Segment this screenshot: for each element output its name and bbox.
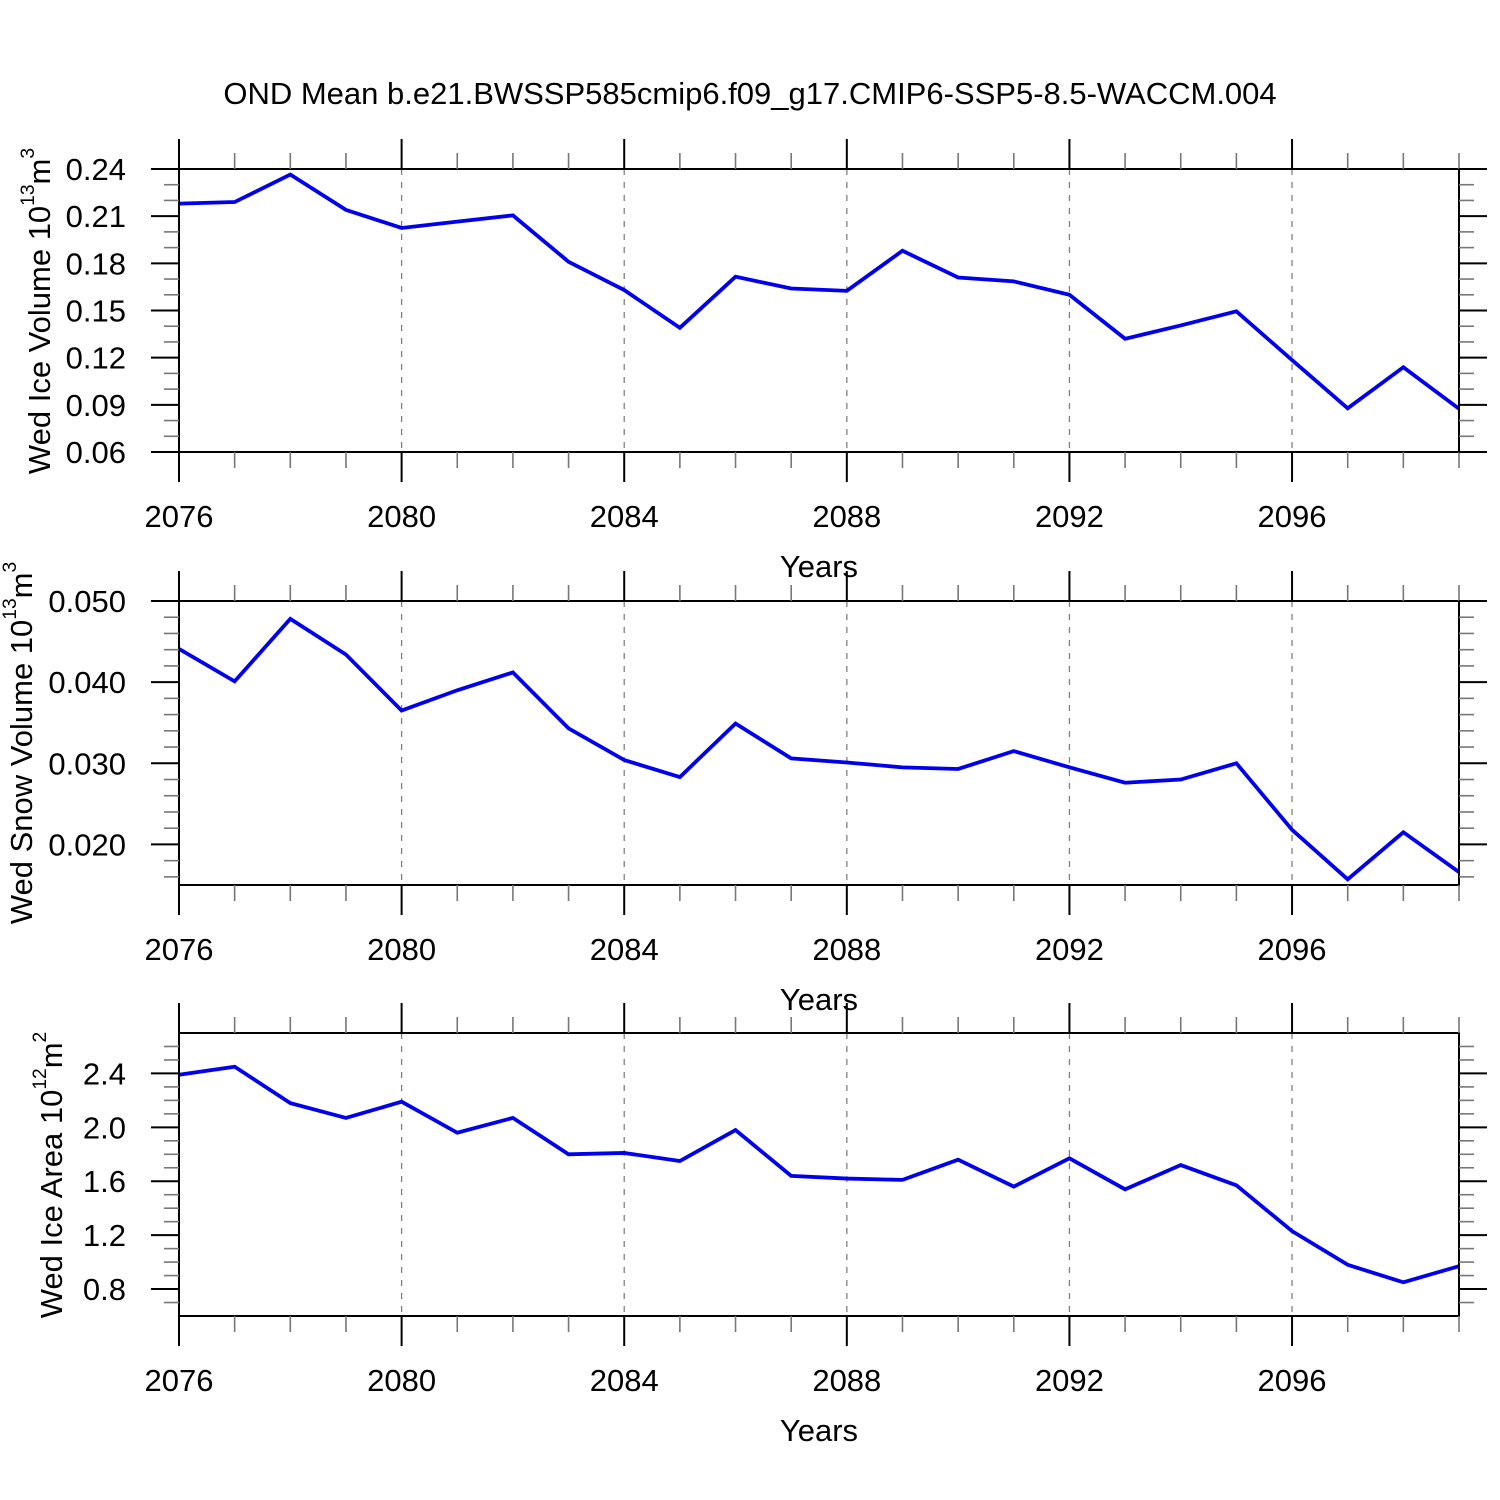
x-tick-label: 2084 [590, 932, 659, 967]
y-tick-label: 2.0 [83, 1110, 126, 1145]
panel-2-y-tick-labels: 0.020 0.030 0.040 0.050 [48, 584, 126, 862]
x-tick-label: 2076 [145, 932, 214, 967]
panel-1-y-tick-labels: 0.06 0.09 0.12 0.15 0.18 0.21 0.24 [66, 152, 126, 470]
panel-2-axis-box [178, 600, 1460, 886]
y-axis-title-superscript: 13 [0, 598, 22, 620]
x-axis-title-2: Years [779, 982, 859, 1017]
y-tick-label: 0.21 [66, 199, 126, 234]
y-tick-label: 0.040 [48, 665, 126, 700]
x-tick-label: 2088 [812, 499, 881, 534]
panel-2-series-line [178, 616, 1461, 882]
y-tick-label: 0.020 [48, 827, 126, 862]
x-tick-label: 2084 [590, 499, 659, 534]
x-axis-title-3: Years [779, 1413, 859, 1448]
y-tick-label: 1.6 [83, 1164, 126, 1199]
y-axis-title-superscript: 12 [30, 1067, 52, 1090]
y-axis-title-text: Wed Ice Area 10 [34, 1089, 69, 1318]
y-tick-label: 0.06 [66, 435, 126, 470]
panel-3-series-line [178, 1064, 1460, 1285]
panel-1-ticks [151, 139, 1487, 482]
x-tick-label: 2088 [812, 1363, 881, 1398]
panel-2-x-tick-labels: 2076 2080 2084 2088 2092 2096 [145, 932, 1327, 967]
panel-2-gridlines [400, 601, 1293, 885]
y-axis-title-superscript: 2 [30, 1031, 52, 1042]
panel-1-gridlines [400, 169, 1293, 452]
y-axis-title-superscript: 13 [18, 183, 40, 206]
x-tick-label: 2096 [1258, 932, 1327, 967]
x-tick-label: 2076 [145, 1363, 214, 1398]
panel-1-axis-box [178, 168, 1460, 453]
x-tick-label: 2076 [145, 499, 214, 534]
panel-2-ticks [151, 571, 1487, 915]
y-axis-title-text: m [4, 572, 39, 599]
y-tick-label: 0.030 [48, 746, 126, 781]
x-tick-label: 2080 [367, 1363, 436, 1398]
panel-1-series-line [178, 172, 1461, 411]
x-tick-label: 2084 [590, 1363, 659, 1398]
x-tick-label: 2092 [1035, 499, 1104, 534]
x-tick-label: 2096 [1258, 1363, 1327, 1398]
x-tick-label: 2080 [367, 499, 436, 534]
panel-3-x-tick-labels: 2076 2080 2084 2088 2092 2096 [145, 1363, 1327, 1398]
x-tick-label: 2080 [367, 932, 436, 967]
x-tick-label: 2096 [1258, 499, 1327, 534]
y-tick-label: 1.2 [83, 1218, 126, 1253]
panel-1-x-tick-labels: 2076 2080 2084 2088 2092 2096 [145, 499, 1327, 534]
y-tick-label: 0.09 [66, 388, 126, 423]
y-axis-title-text: m [22, 158, 57, 184]
y-tick-label: 0.15 [66, 294, 126, 329]
x-axis-title-1: Years [779, 549, 859, 584]
panel-3-gridlines [400, 1033, 1293, 1316]
y-tick-label: 0.18 [66, 246, 126, 281]
chart-title: OND Mean b.e21.BWSSP585cmip6.f09_g17.CMI… [223, 76, 1277, 111]
x-tick-label: 2092 [1035, 932, 1104, 967]
x-tick-label: 2088 [812, 932, 881, 967]
x-tick-label: 2092 [1035, 1363, 1104, 1398]
y-tick-label: 0.050 [48, 584, 126, 619]
y-axis-title-superscript: 3 [18, 147, 40, 159]
panel-3-axis-box [178, 1032, 1460, 1317]
y-tick-label: 0.24 [66, 152, 126, 187]
panel-3-ticks [151, 1003, 1487, 1346]
y-tick-label: 0.8 [83, 1272, 126, 1307]
y-axis-title-text: m [34, 1041, 69, 1068]
y-axis-title-superscript: 3 [0, 561, 22, 573]
y-tick-label: 0.12 [66, 341, 126, 376]
y-tick-label: 2.4 [83, 1056, 126, 1091]
panel-3-y-tick-labels: 0.8 1.2 1.6 2.0 2.4 [83, 1056, 126, 1307]
